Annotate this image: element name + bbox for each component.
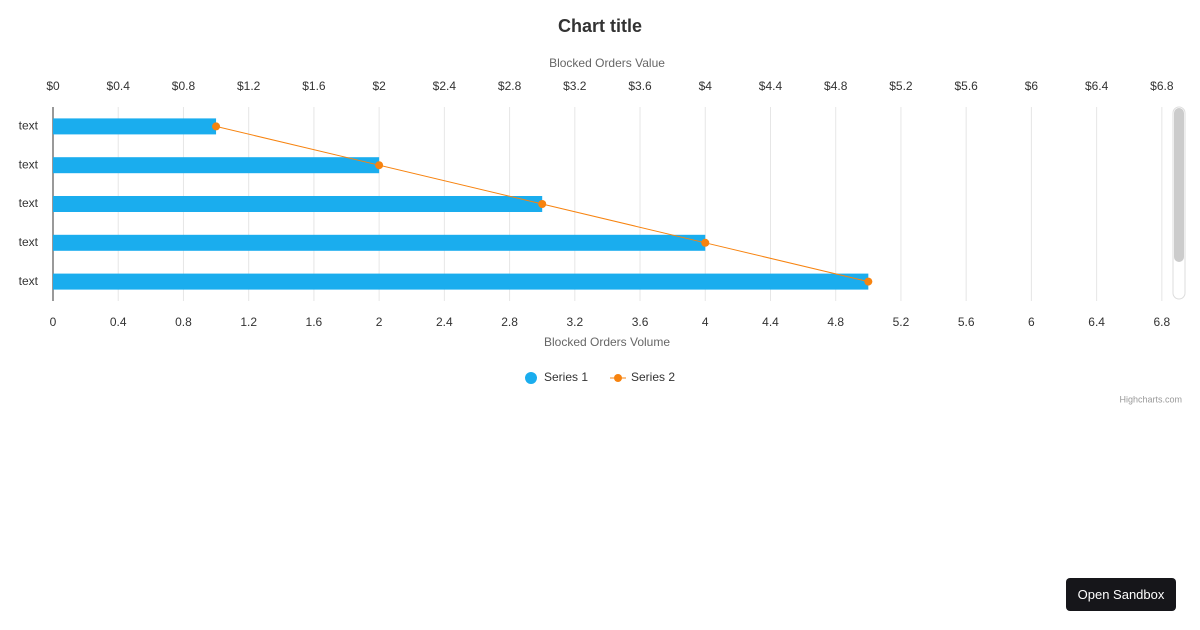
x-tick-label: 5.6 [958, 315, 975, 329]
x-tick-label: 5.2 [893, 315, 910, 329]
legend-item[interactable]: Series 2 [610, 370, 675, 384]
x2-tick-label: $0.4 [107, 79, 131, 93]
x2-tick-label: $3.6 [628, 79, 652, 93]
x2-axis-title: Blocked Orders Value [549, 56, 665, 70]
x-tick-label: 4 [702, 315, 709, 329]
x2-tick-label: $2 [372, 79, 386, 93]
point [701, 238, 710, 247]
legend-label: Series 1 [544, 370, 588, 384]
open-sandbox-button[interactable]: Open Sandbox [1066, 578, 1176, 611]
bar [53, 273, 869, 290]
legend-label: Series 2 [631, 370, 675, 384]
x-tick-label: 3.6 [632, 315, 649, 329]
x2-tick-label: $1.2 [237, 79, 261, 93]
x2-tick-label: $5.6 [954, 79, 978, 93]
x2-tick-label: $1.6 [302, 79, 326, 93]
x-tick-label: 4.4 [762, 315, 779, 329]
x-tick-label: 6.8 [1154, 315, 1171, 329]
x-tick-label: 2.8 [501, 315, 518, 329]
x2-tick-label: $6.4 [1085, 79, 1109, 93]
credits[interactable]: Highcharts.com [1119, 394, 1182, 404]
x2-tick-label: $0.8 [172, 79, 196, 93]
legend-symbol [614, 374, 622, 382]
scrollbar-thumb[interactable] [1174, 108, 1184, 262]
point [864, 277, 873, 286]
x-tick-label: 2.4 [436, 315, 453, 329]
x-tick-label: 0.8 [175, 315, 192, 329]
bar [53, 157, 380, 174]
y-tick-label: text [19, 235, 39, 249]
x-tick-label: 0.4 [110, 315, 127, 329]
x2-tick-label: $4.8 [824, 79, 848, 93]
point [375, 161, 384, 170]
point [538, 200, 547, 208]
bar [53, 196, 543, 212]
y-tick-label: text [19, 119, 39, 133]
grid [52, 107, 1163, 301]
legend-symbol [525, 372, 537, 384]
x2-tick-label: $5.2 [889, 79, 913, 93]
x-tick-label: 3.2 [566, 315, 583, 329]
x2-tick-label: $2.4 [433, 79, 457, 93]
bar [53, 118, 217, 135]
y-tick-label: text [19, 157, 39, 171]
x2-tick-label: $4.4 [759, 79, 783, 93]
x2-tick-label: $3.2 [563, 79, 587, 93]
x-tick-label: 1.2 [240, 315, 257, 329]
x-tick-label: 6 [1028, 315, 1035, 329]
x-tick-label: 0 [50, 315, 57, 329]
x-tick-label: 4.8 [827, 315, 844, 329]
x-tick-label: 6.4 [1088, 315, 1105, 329]
x2-tick-label: $6 [1025, 79, 1039, 93]
x-tick-label: 2 [376, 315, 383, 329]
y-tick-label: text [19, 274, 39, 288]
y-tick-label: text [19, 196, 39, 210]
x2-tick-label: $4 [699, 79, 713, 93]
chart-title: Chart title [558, 16, 642, 36]
legend-item[interactable]: Series 1 [525, 370, 588, 384]
bar [53, 234, 706, 251]
x-tick-label: 1.6 [306, 315, 323, 329]
x-axis-title: Blocked Orders Volume [544, 335, 670, 349]
x2-tick-label: $0 [46, 79, 60, 93]
x2-tick-label: $2.8 [498, 79, 522, 93]
x2-tick-label: $6.8 [1150, 79, 1174, 93]
point [212, 122, 221, 131]
